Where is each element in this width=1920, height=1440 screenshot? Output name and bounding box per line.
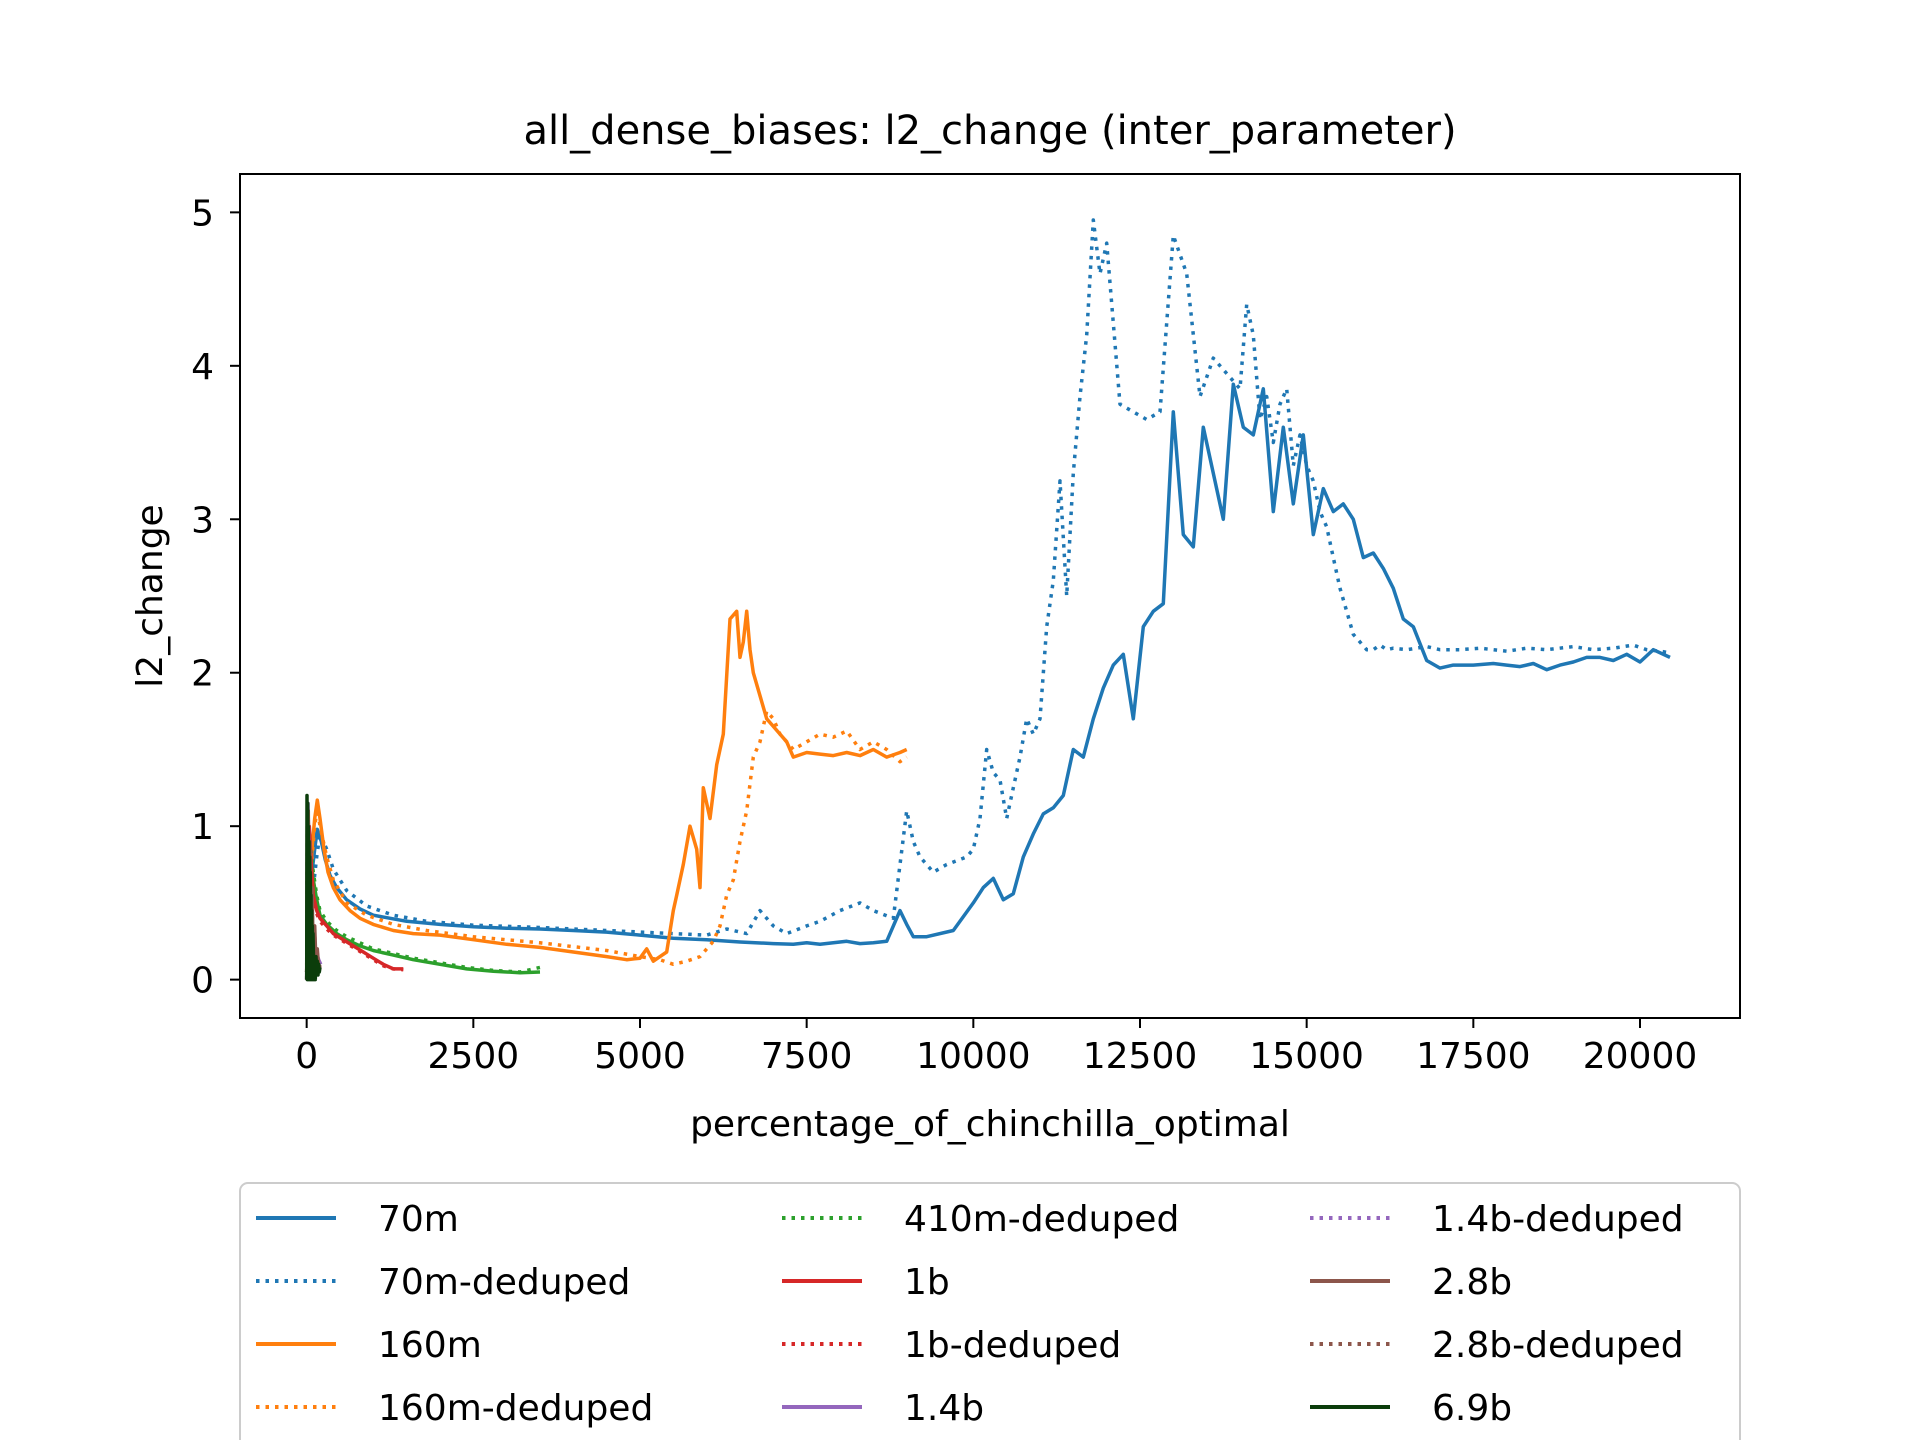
legend-label-160m: 160m bbox=[378, 1325, 482, 1366]
y-tick-label: 0 bbox=[191, 961, 214, 1002]
legend-label-2.8b-deduped: 2.8b-deduped bbox=[1432, 1325, 1684, 1366]
legend-label-70m-deduped: 70m-deduped bbox=[378, 1262, 630, 1303]
legend-frame bbox=[239, 1182, 1741, 1440]
legend-label-1b: 1b bbox=[904, 1262, 950, 1303]
x-tick-label: 17500 bbox=[1416, 1036, 1531, 1077]
legend-label-1.4b: 1.4b bbox=[904, 1388, 984, 1429]
x-tick-label: 0 bbox=[295, 1036, 318, 1077]
legend: 70m 70m-deduped 160m 160m-deduped 410m-dedup… bbox=[239, 1182, 1741, 1440]
legend-label-1.4b-deduped: 1.4b-deduped bbox=[1432, 1199, 1684, 1240]
x-tick-label: 5000 bbox=[594, 1036, 686, 1077]
series-layer bbox=[304, 218, 1671, 982]
x-tick-label: 20000 bbox=[1583, 1036, 1698, 1077]
series-line-6.9b bbox=[304, 793, 322, 982]
plot-frame bbox=[239, 173, 1741, 1019]
y-tick-label: 5 bbox=[191, 193, 214, 234]
legend-label-1b-deduped: 1b-deduped bbox=[904, 1325, 1121, 1366]
y-tick-label: 3 bbox=[191, 500, 214, 541]
x-tick-label: 2500 bbox=[428, 1036, 520, 1077]
y-tick-label: 4 bbox=[191, 347, 214, 388]
legend-label-6.9b: 6.9b bbox=[1432, 1388, 1512, 1429]
legend-label-2.8b: 2.8b bbox=[1432, 1262, 1512, 1303]
y-axis-label: l2_change bbox=[130, 504, 171, 687]
x-tick-label: 12500 bbox=[1083, 1036, 1198, 1077]
x-tick-label: 15000 bbox=[1249, 1036, 1364, 1077]
y-tick-label: 1 bbox=[191, 807, 214, 848]
chart-title: all_dense_biases: l2_change (inter_param… bbox=[523, 108, 1456, 154]
x-axis: 0 2500 5000 7500 10000 12500 15000 17500 20000 bbox=[295, 1018, 1697, 1077]
x-tick-label: 10000 bbox=[916, 1036, 1031, 1077]
legend-label-70m: 70m bbox=[378, 1199, 459, 1240]
series-line-160m bbox=[304, 609, 908, 965]
legend-label-160m-deduped: 160m-deduped bbox=[378, 1388, 653, 1429]
legend-label-410m-deduped: 410m-deduped bbox=[904, 1199, 1179, 1240]
y-tick-label: 2 bbox=[191, 654, 214, 695]
x-tick-label: 7500 bbox=[761, 1036, 853, 1077]
series-line-70m-deduped bbox=[304, 218, 1671, 973]
y-axis: 0 1 2 3 4 5 bbox=[191, 193, 240, 1002]
x-axis-label: percentage_of_chinchilla_optimal bbox=[690, 1104, 1290, 1145]
